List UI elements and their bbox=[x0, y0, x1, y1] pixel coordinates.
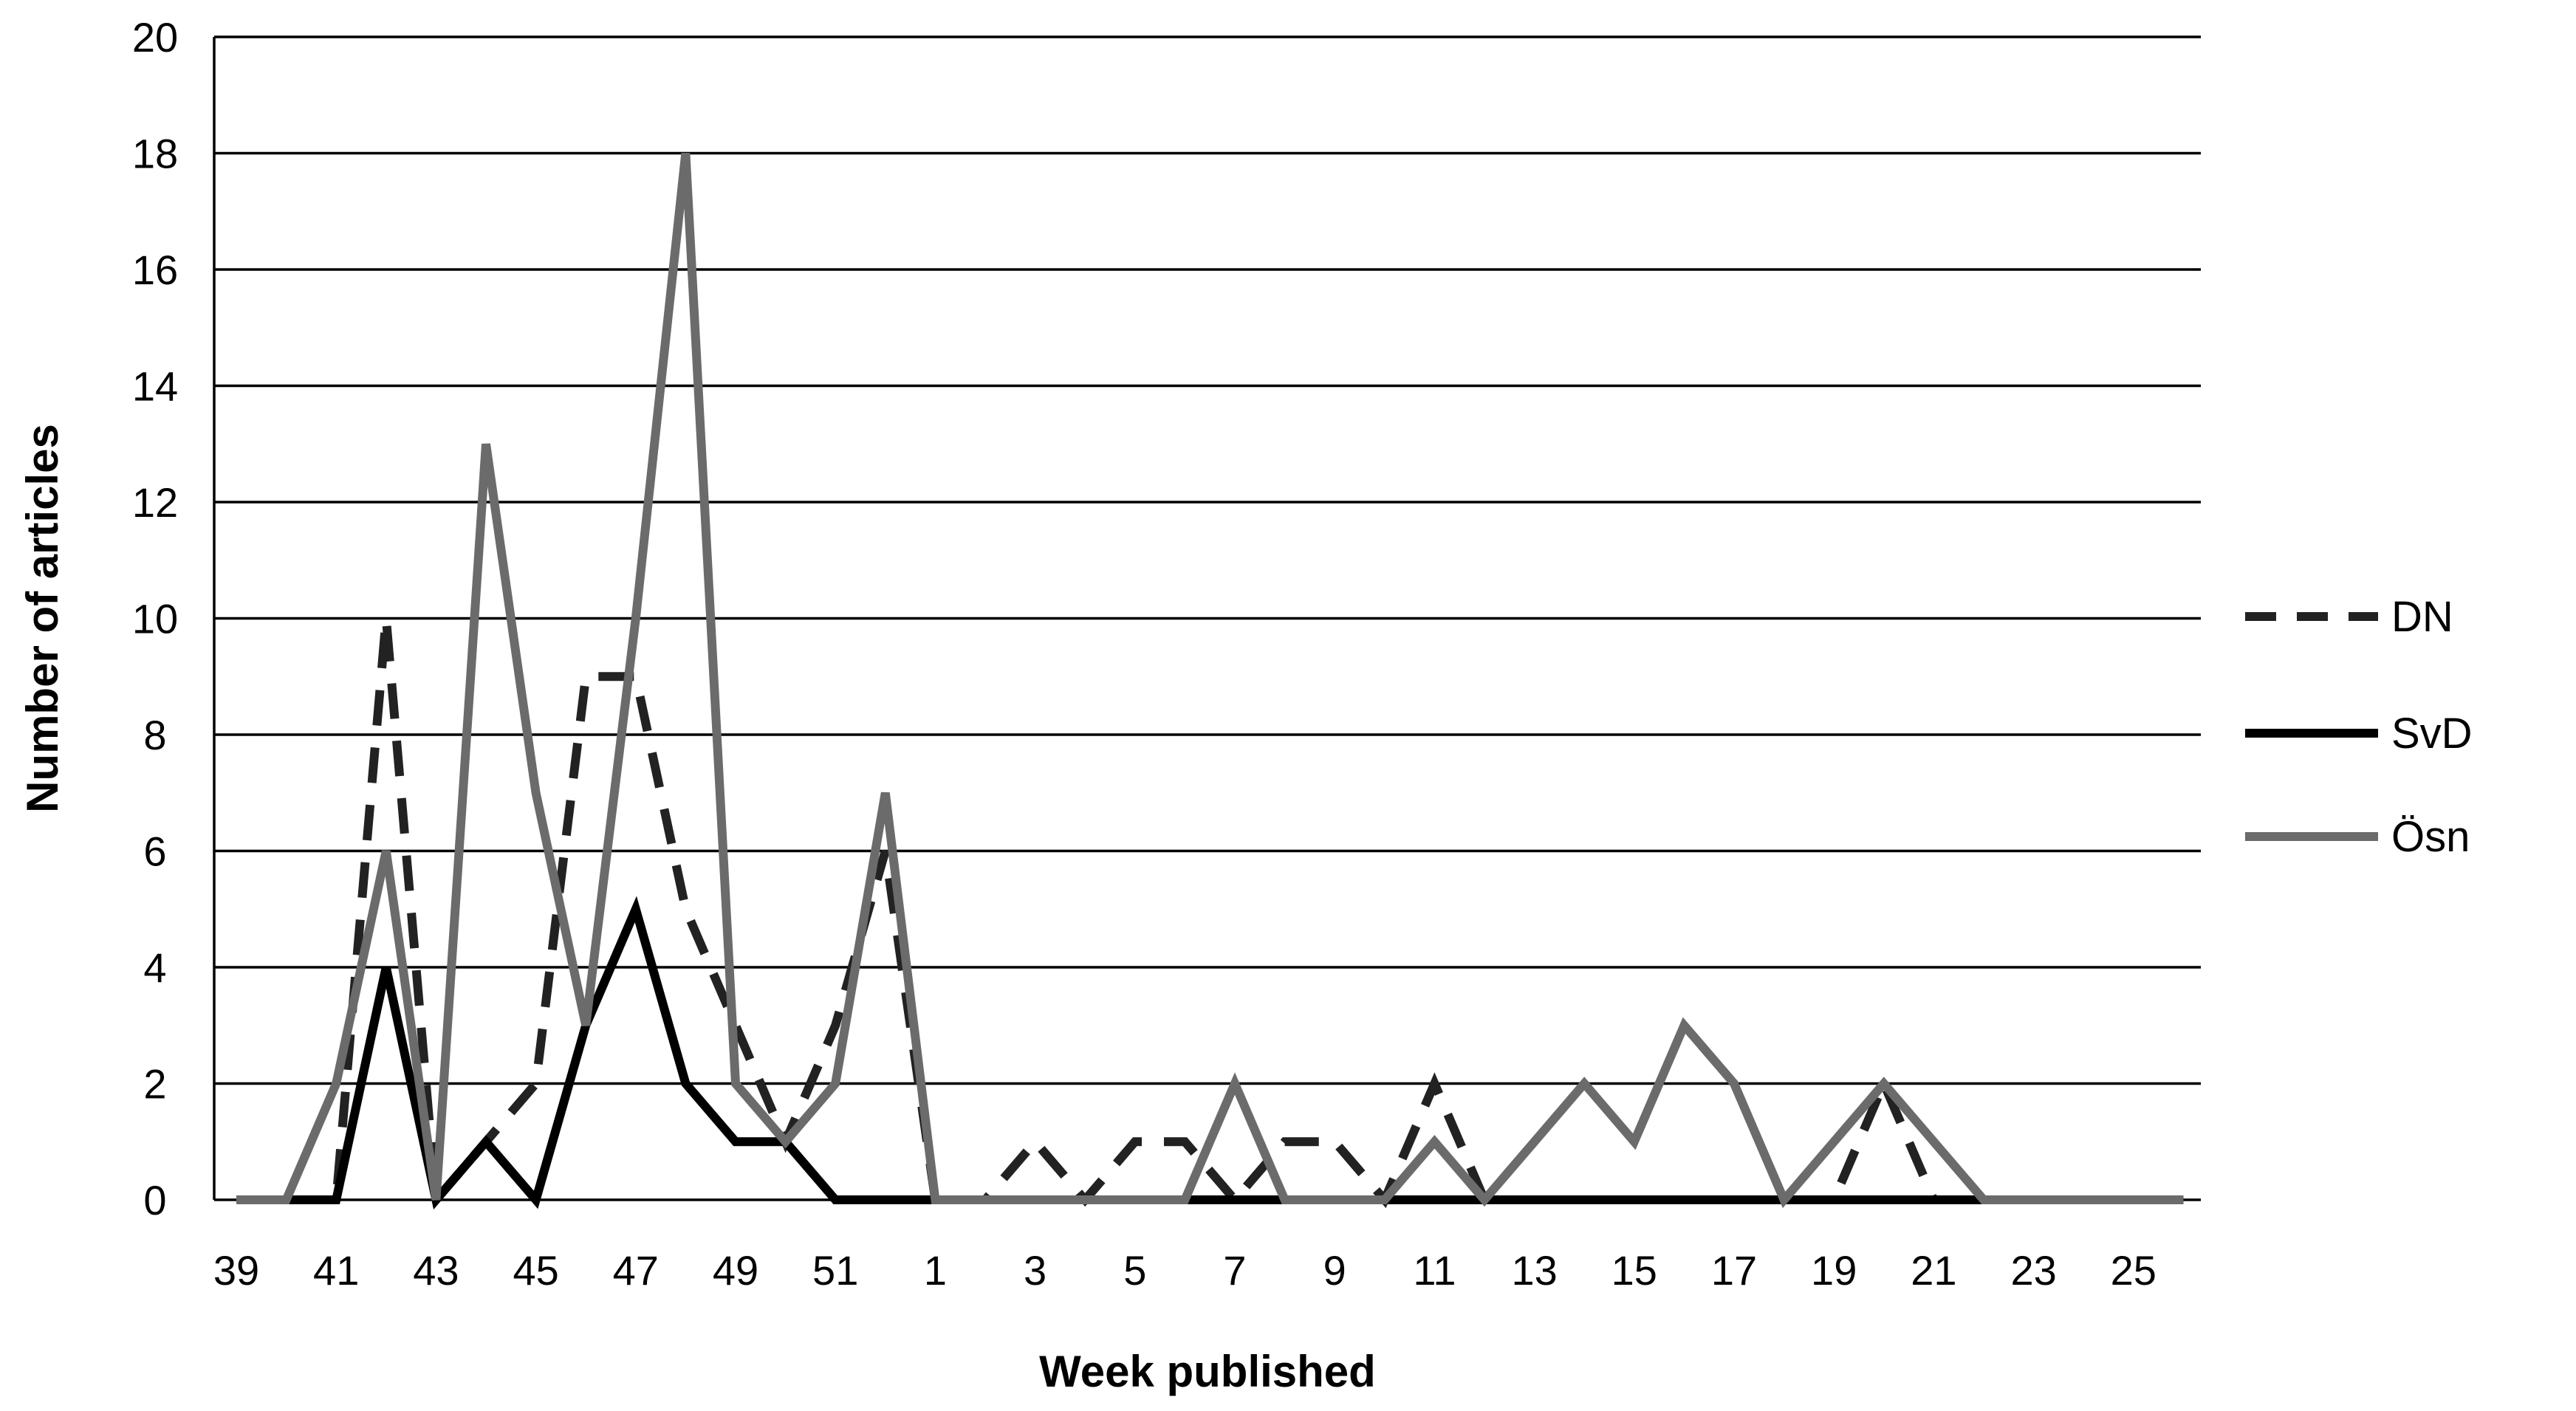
y-tick-label: 14 bbox=[132, 363, 178, 410]
x-tick-label: 5 bbox=[1123, 1247, 1146, 1294]
y-tick-labels: 0 2 4 6 8 10 12 14 16 18 20 bbox=[132, 14, 178, 1223]
y-tick-label: 20 bbox=[132, 14, 178, 61]
y-tick-label: 16 bbox=[132, 247, 178, 293]
x-tick-label: 45 bbox=[513, 1247, 558, 1294]
x-tick-label: 15 bbox=[1611, 1247, 1657, 1294]
y-tick-label: 0 bbox=[143, 1177, 166, 1223]
y-tick-label: 2 bbox=[143, 1061, 166, 1108]
x-tick-label: 51 bbox=[812, 1247, 858, 1294]
x-tick-label: 25 bbox=[2111, 1247, 2157, 1294]
y-tick-label: 12 bbox=[132, 479, 178, 526]
y-tick-label: 10 bbox=[132, 596, 178, 642]
y-tick-label: 6 bbox=[143, 828, 166, 875]
legend: DN SvD Ösn bbox=[2245, 593, 2473, 861]
series-line-svd bbox=[236, 896, 2184, 1210]
y-axis-title: Number of articles bbox=[18, 424, 67, 813]
y-tick-label: 18 bbox=[132, 131, 178, 177]
x-tick-label: 11 bbox=[1413, 1247, 1456, 1294]
gridlines bbox=[214, 35, 2201, 1085]
legend-label: DN bbox=[2391, 593, 2453, 641]
x-tick-label: 43 bbox=[413, 1247, 459, 1294]
x-tick-label: 47 bbox=[613, 1247, 659, 1294]
x-tick-label: 21 bbox=[1911, 1247, 1956, 1294]
x-tick-label: 19 bbox=[1811, 1247, 1857, 1294]
x-tick-label: 7 bbox=[1223, 1247, 1246, 1294]
series-lines bbox=[236, 152, 2184, 1211]
x-tick-label: 3 bbox=[1024, 1247, 1046, 1294]
x-tick-label: 23 bbox=[2010, 1247, 2056, 1294]
x-tick-label: 39 bbox=[213, 1247, 259, 1294]
x-tick-label: 49 bbox=[713, 1247, 758, 1294]
x-tick-label: 17 bbox=[1711, 1247, 1757, 1294]
y-tick-label: 8 bbox=[143, 712, 166, 758]
series-line-ösn bbox=[236, 152, 2184, 1209]
legend-label: Ösn bbox=[2391, 813, 2470, 861]
x-tick-label: 13 bbox=[1511, 1247, 1557, 1294]
x-axis-title: Week published bbox=[1039, 1347, 1376, 1396]
x-tick-label: 9 bbox=[1323, 1247, 1346, 1294]
x-tick-label: 41 bbox=[313, 1247, 359, 1294]
y-tick-label: 4 bbox=[143, 944, 166, 991]
series-line-dn bbox=[236, 617, 2184, 1211]
legend-label: SvD bbox=[2391, 710, 2473, 758]
x-tick-label: 1 bbox=[924, 1247, 947, 1294]
x-tick-labels: 39 41 43 45 47 49 51 1 3 5 7 9 11 13 15 17 19 21 23 25 bbox=[213, 1247, 2157, 1294]
